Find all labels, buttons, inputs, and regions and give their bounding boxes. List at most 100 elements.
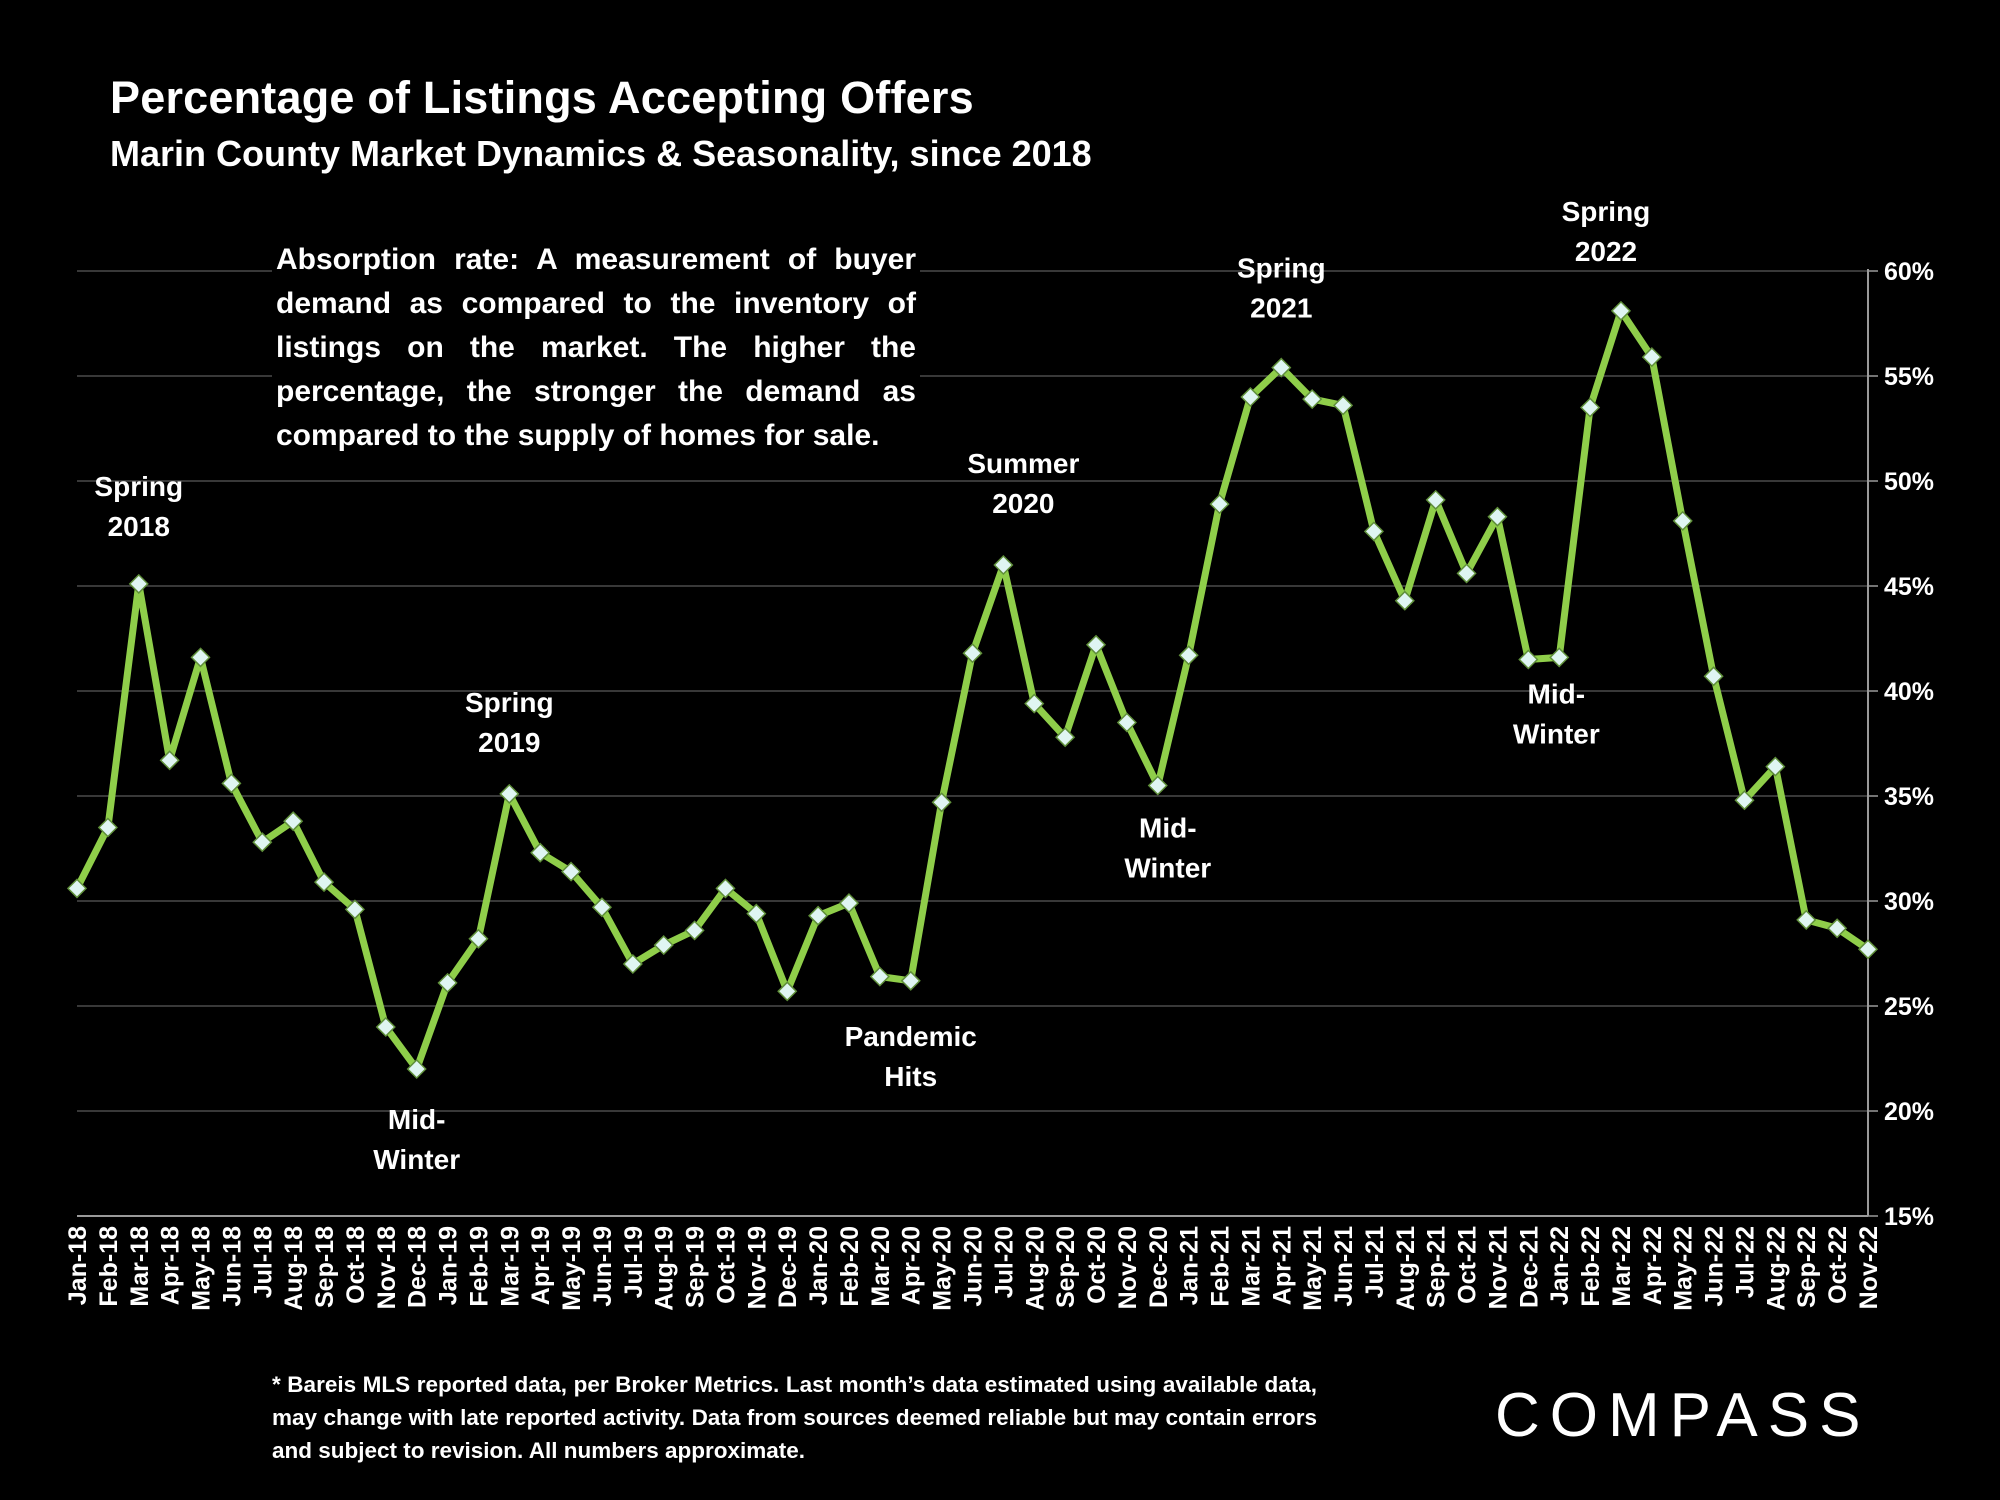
annotation-line: 2022 xyxy=(1575,236,1637,267)
data-point xyxy=(530,842,551,863)
x-tick-label: Dec-20 xyxy=(1145,1226,1173,1308)
data-point xyxy=(1580,397,1601,418)
data-point xyxy=(159,750,180,771)
data-point xyxy=(746,903,767,924)
compass-logo: COMPASS xyxy=(1495,1381,1871,1450)
data-point xyxy=(808,905,829,926)
x-tick-label: May-22 xyxy=(1670,1226,1698,1311)
chart-title: Percentage of Listings Accepting Offers xyxy=(110,72,974,123)
annotations: Spring 2018 Mid- Winter Spring 2019 Pandemic Hi… xyxy=(94,196,1650,1175)
data-point xyxy=(344,899,365,920)
y-tick-label: 15% xyxy=(1884,1203,1934,1231)
data-point xyxy=(1672,510,1693,531)
x-tick-label: Jul-18 xyxy=(249,1226,277,1298)
data-point xyxy=(838,893,860,914)
x-tick-label: Aug-18 xyxy=(280,1226,308,1311)
annotation-line: 2018 xyxy=(108,511,170,542)
annotation-label: Summer 2020 xyxy=(967,448,1079,519)
annotation-line: Spring xyxy=(1237,253,1326,284)
x-tick-label: Jan-18 xyxy=(64,1226,92,1305)
x-tick-label: Apr-20 xyxy=(898,1226,926,1305)
x-tick-label: Dec-19 xyxy=(774,1226,802,1308)
y-tick-label: 30% xyxy=(1884,888,1934,916)
data-point xyxy=(1240,386,1261,408)
data-point xyxy=(591,897,613,918)
data-point xyxy=(1425,489,1446,510)
data-point xyxy=(406,1058,427,1080)
data-point xyxy=(684,920,705,941)
data-point xyxy=(1271,357,1292,378)
annotation-line: Mid- xyxy=(1528,679,1586,710)
data-point xyxy=(1796,909,1817,930)
data-point xyxy=(283,811,304,832)
x-tick-label: Jul-21 xyxy=(1361,1226,1389,1298)
data-point xyxy=(468,928,489,949)
data-point xyxy=(252,832,273,853)
annotation-label: Spring 2019 xyxy=(465,687,554,758)
annotation-line: Mid- xyxy=(1139,813,1197,844)
data-point xyxy=(66,878,88,899)
data-point xyxy=(869,966,890,987)
x-tick-label: Jun-21 xyxy=(1330,1226,1358,1307)
y-tick-label: 35% xyxy=(1884,783,1934,811)
x-tick-label: Dec-21 xyxy=(1515,1226,1543,1308)
annotation-line: Summer xyxy=(967,448,1079,479)
x-tick-label: Jan-22 xyxy=(1546,1226,1574,1305)
x-tick-label: Apr-21 xyxy=(1268,1226,1296,1305)
x-tick-label: Aug-19 xyxy=(651,1226,679,1311)
data-point xyxy=(653,935,674,956)
data-point xyxy=(1765,756,1786,777)
annotation-line: Spring xyxy=(94,471,183,502)
x-tick-label: Sep-22 xyxy=(1793,1226,1821,1308)
x-tick-label: Jul-20 xyxy=(990,1226,1018,1298)
data-point xyxy=(1024,693,1045,714)
x-tick-label: Jul-22 xyxy=(1731,1226,1759,1298)
y-tick-label: 20% xyxy=(1884,1098,1934,1126)
annotation-line: Pandemic xyxy=(845,1021,977,1052)
x-tick-label: Jun-20 xyxy=(960,1226,988,1307)
x-tick-label: Sep-21 xyxy=(1423,1226,1451,1308)
annotation-label: Spring 2018 xyxy=(94,471,183,542)
x-tick-label: Sep-18 xyxy=(311,1226,339,1308)
x-tick-label: Nov-18 xyxy=(373,1226,401,1309)
x-tick-label: Jan-19 xyxy=(435,1226,463,1305)
x-tick-label: Apr-22 xyxy=(1639,1226,1667,1305)
x-tick-label: Jun-19 xyxy=(589,1226,617,1307)
data-point xyxy=(1116,712,1137,733)
x-tick-label: Jun-18 xyxy=(218,1226,246,1307)
x-tick-label: Aug-20 xyxy=(1021,1226,1049,1311)
y-tick-label: 25% xyxy=(1884,993,1934,1021)
annotation-label: Spring 2022 xyxy=(1562,196,1651,267)
y-tick-label: 40% xyxy=(1884,678,1934,706)
data-point xyxy=(1147,775,1168,796)
x-tick-label: Sep-19 xyxy=(682,1226,710,1308)
annotation-line: Hits xyxy=(884,1061,937,1092)
data-point xyxy=(993,554,1014,576)
data-point xyxy=(97,817,118,838)
y-tick-label: 55% xyxy=(1884,363,1934,391)
data-point xyxy=(190,647,211,668)
data-point xyxy=(931,792,952,813)
x-tick-label: Mar-20 xyxy=(867,1226,895,1307)
x-tick-label: Oct-22 xyxy=(1824,1226,1852,1304)
x-tick-label: May-20 xyxy=(929,1226,957,1311)
data-point xyxy=(715,878,736,899)
data-point xyxy=(1178,645,1199,666)
x-tick-label: Oct-19 xyxy=(712,1226,740,1304)
data-point xyxy=(1302,389,1323,410)
x-tick-label: Oct-18 xyxy=(342,1226,370,1304)
annotation-line: 2020 xyxy=(992,488,1054,519)
annotation-line: Winter xyxy=(373,1144,460,1175)
data-point xyxy=(437,972,458,993)
data-point xyxy=(1827,918,1848,939)
annotation-line: 2019 xyxy=(478,727,540,758)
data-point xyxy=(900,970,921,991)
x-tick-label: May-18 xyxy=(188,1226,216,1311)
x-tick-label: Jul-19 xyxy=(620,1226,648,1298)
x-tick-label: Feb-22 xyxy=(1577,1226,1605,1307)
chart-subtitle: Marin County Market Dynamics & Seasonali… xyxy=(110,133,1092,174)
data-point xyxy=(962,643,983,664)
annotation-label: Mid- Winter xyxy=(1513,679,1600,750)
x-tick-label: Nov-19 xyxy=(743,1226,771,1309)
data-source-footnote: * Bareis MLS reported data, per Broker M… xyxy=(272,1372,1317,1463)
